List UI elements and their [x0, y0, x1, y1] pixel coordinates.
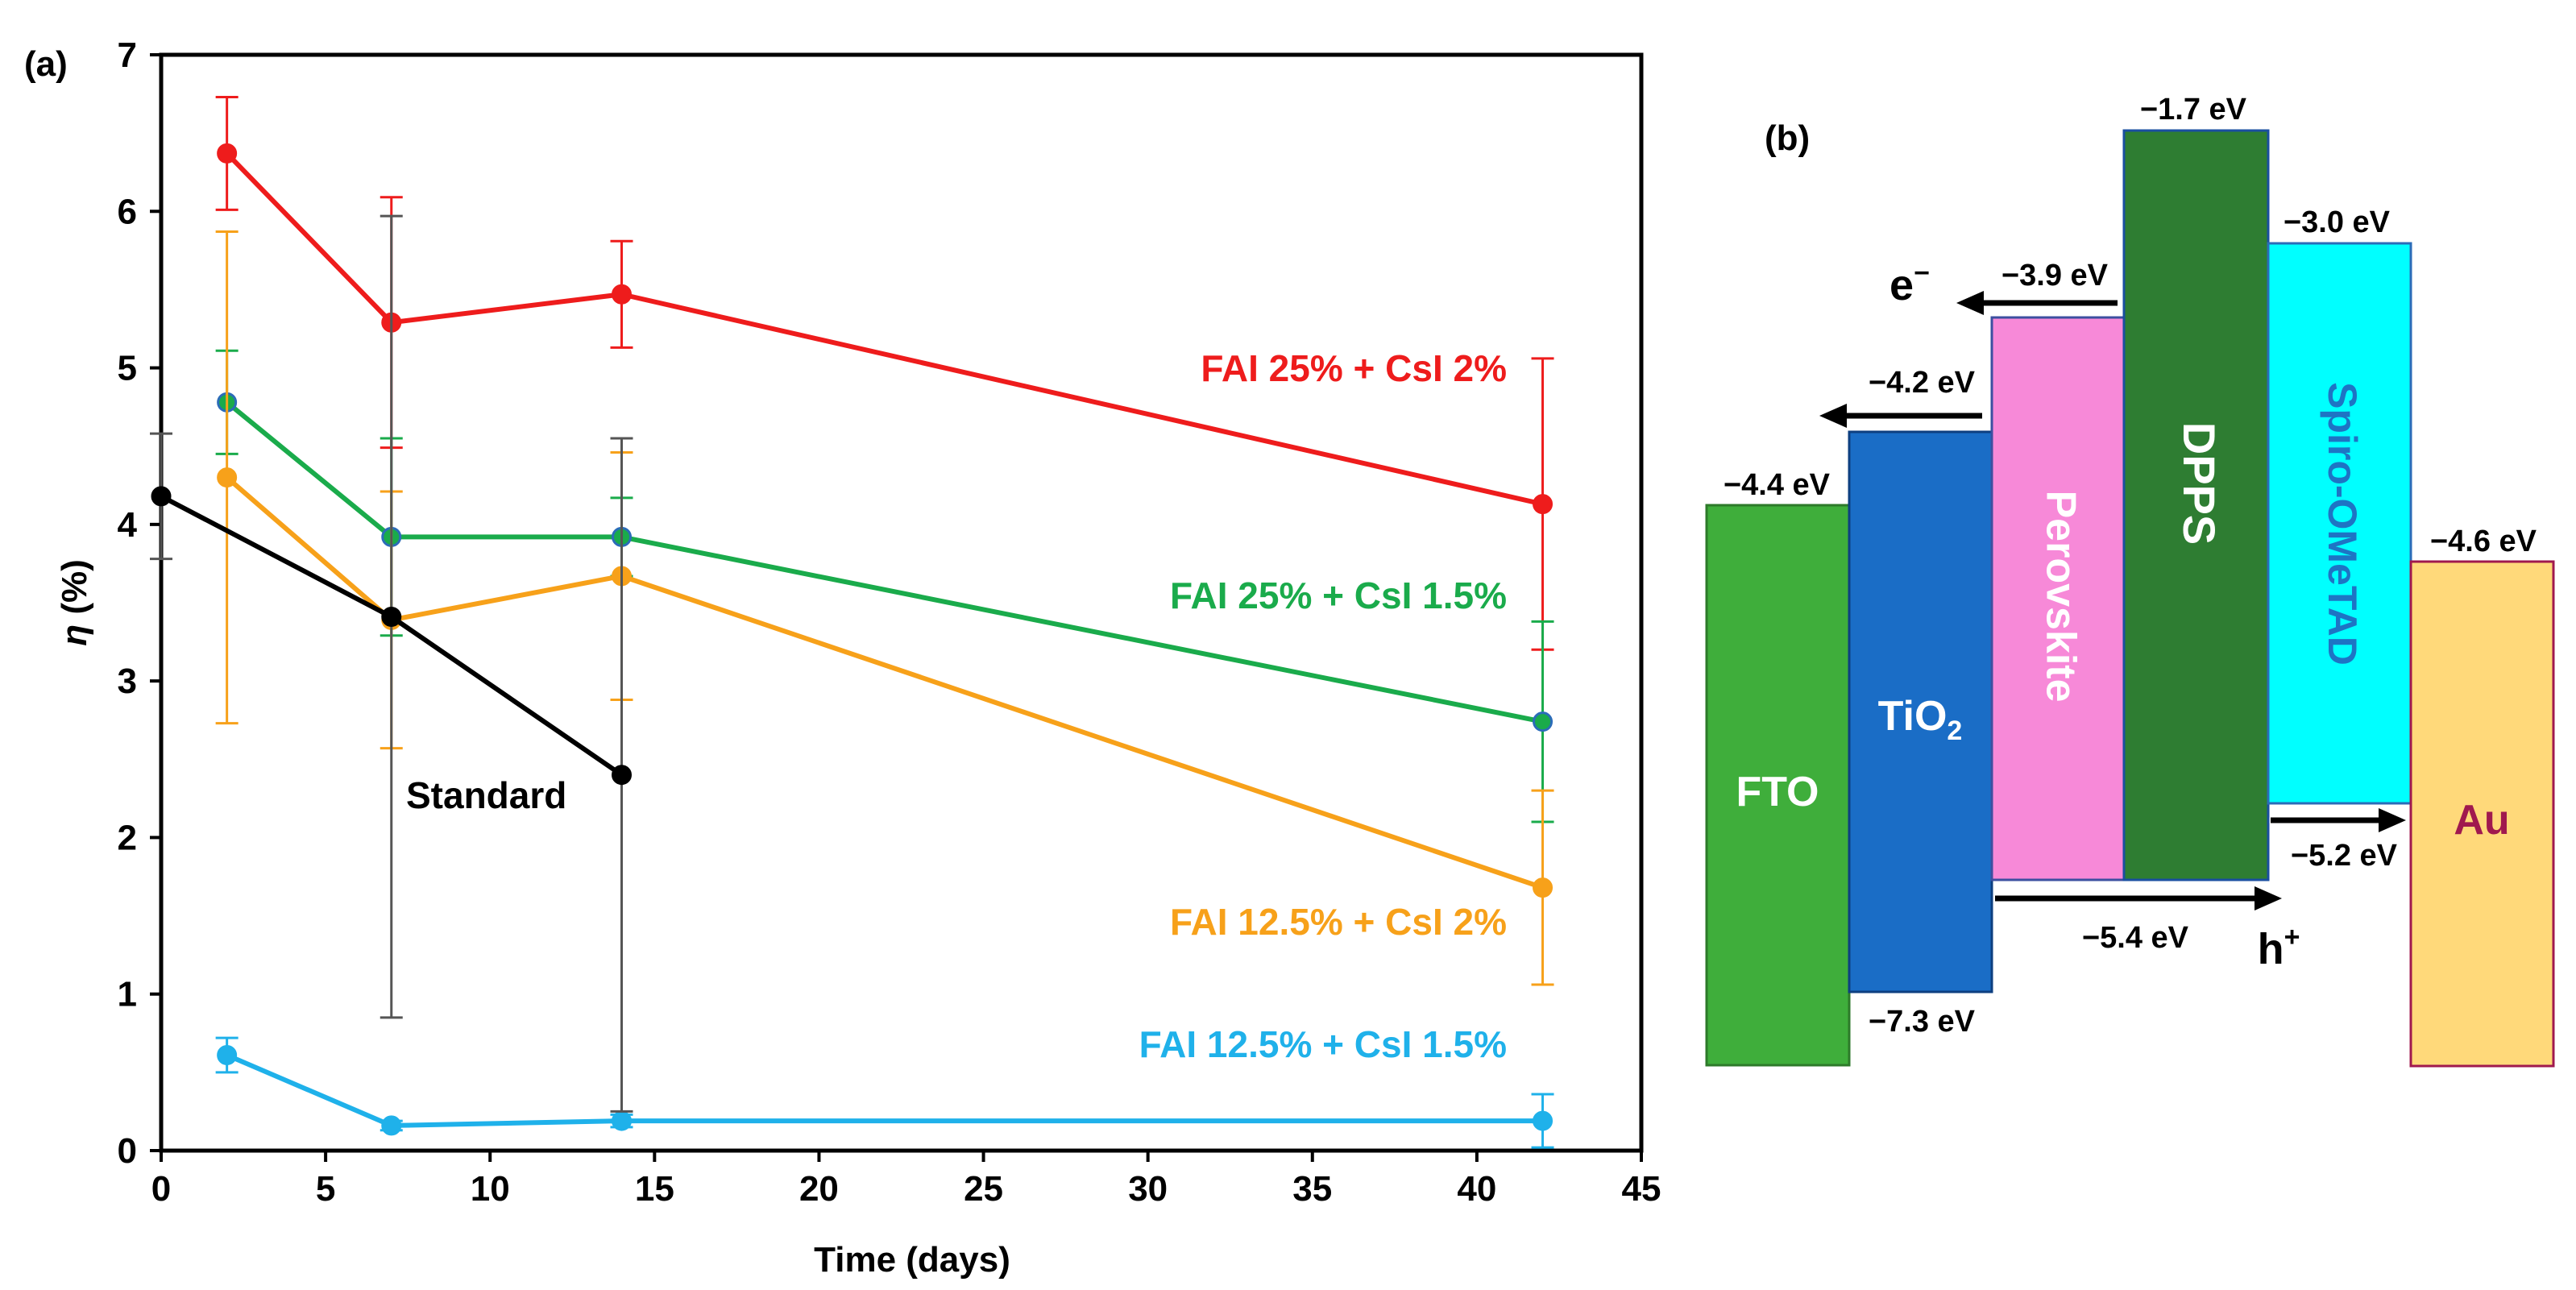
x-tick-label: 45 — [1622, 1169, 1661, 1209]
hole-symbol: h+ — [2258, 922, 2300, 973]
layer-dpps — [2122, 129, 2270, 881]
energy-level-diagram: FTO TiO2 Perovskite DPPS Spiro-OMeTAD Au… — [1705, 93, 2555, 1068]
plot-frame — [159, 52, 1644, 1153]
tio2-main: TiO — [1878, 693, 1948, 740]
electron-arrow-lower — [1819, 404, 1982, 428]
y-tick-label: 4 — [118, 505, 138, 545]
data-point — [151, 486, 172, 507]
data-point — [217, 1044, 238, 1065]
x-tick-label: 35 — [1292, 1169, 1332, 1209]
series-line — [225, 400, 1544, 724]
y-axis-label-unit: (%) — [55, 559, 94, 624]
series-line — [225, 475, 1544, 890]
layer-label-spiro-ometad: Spiro-OMeTAD — [2320, 382, 2365, 666]
energy-label-spiro-bottom: −5.2 eV — [2291, 839, 2398, 873]
layer-spiro-ometad — [2267, 242, 2412, 805]
data-point — [217, 143, 238, 164]
x-tick-label: 40 — [1457, 1169, 1496, 1209]
y-tick-label: 0 — [118, 1131, 137, 1171]
y-axis-label-symbol: η — [55, 624, 94, 646]
y-axis-label: η (%) — [55, 559, 94, 646]
series-label-standard: Standard — [406, 774, 566, 816]
series-4 — [150, 214, 633, 1113]
hole-arrow-lower — [1995, 886, 2282, 910]
y-tick-label: 2 — [118, 818, 137, 857]
panel-a-label: (a) — [24, 44, 68, 84]
hole-arrow-upper — [2271, 808, 2406, 832]
y-tick-label: 1 — [118, 975, 137, 1014]
series-label-fai12-5-csi2: FAI 12.5% + CsI 2% — [1170, 901, 1507, 943]
series-line — [225, 151, 1544, 507]
tio2-subscript: 2 — [1947, 716, 1962, 746]
series-label-fai12-5-csi1-5: FAI 12.5% + CsI 1.5% — [1139, 1023, 1507, 1065]
data-point — [381, 1115, 402, 1136]
data-point — [1533, 877, 1553, 898]
layer-label-dpps: DPPS — [2174, 422, 2225, 545]
data-point — [217, 467, 238, 488]
data-point — [1533, 711, 1553, 732]
x-tick-label: 0 — [151, 1169, 171, 1209]
energy-label-perovskite-top: −3.9 eV — [2001, 259, 2109, 292]
series-label-fai25-csi1-5: FAI 25% + CsI 1.5% — [1170, 574, 1507, 616]
energy-label-tio2-bottom: −7.3 eV — [1869, 1005, 1976, 1039]
y-tick-label: 6 — [118, 192, 137, 231]
x-tick-label: 15 — [635, 1169, 674, 1209]
hole-letter: h — [2258, 925, 2284, 973]
layer-label-tio2: TiO2 — [1878, 693, 1963, 746]
energy-label-perovskite-bottom: −5.4 eV — [2082, 921, 2189, 955]
y-axis-ticks: 0 1 2 3 4 5 6 7 — [118, 35, 161, 1171]
layer-label-au: Au — [2454, 797, 2509, 844]
electron-letter: e — [1889, 261, 1914, 309]
electron-symbol: e− — [1889, 258, 1930, 309]
x-tick-label: 5 — [316, 1169, 335, 1209]
series-label-fai25-csi2: FAI 25% + CsI 2% — [1201, 347, 1507, 389]
y-tick-label: 7 — [118, 35, 137, 75]
energy-label-spiro-top: −3.0 eV — [2284, 205, 2391, 239]
data-point — [612, 765, 633, 786]
data-point — [612, 284, 633, 305]
series-3 — [215, 1036, 1554, 1149]
series-group — [150, 95, 1554, 1149]
x-tick-label: 20 — [799, 1169, 839, 1209]
x-tick-label: 10 — [471, 1169, 510, 1209]
x-axis-ticks: 0 5 10 15 20 25 30 35 40 45 — [151, 1151, 1661, 1209]
energy-label-au-top: −4.6 eV — [2430, 525, 2537, 558]
layer-fto — [1705, 504, 1851, 1067]
data-point — [612, 1110, 633, 1131]
x-tick-label: 30 — [1128, 1169, 1168, 1209]
panel-b-label: (b) — [1765, 118, 1810, 158]
layer-label-perovskite: Perovskite — [2037, 490, 2084, 702]
electron-arrow-upper — [1956, 291, 2118, 315]
electron-superscript: − — [1914, 258, 1930, 288]
data-point — [381, 606, 402, 627]
data-point — [1533, 494, 1553, 515]
energy-label-dpps-top: −1.7 eV — [2140, 93, 2247, 127]
layer-perovskite — [1990, 316, 2126, 881]
energy-label-fto-top: −4.4 eV — [1724, 468, 1831, 502]
x-axis-label: Time (days) — [814, 1240, 1010, 1280]
x-tick-label: 25 — [964, 1169, 1003, 1209]
y-tick-label: 5 — [118, 349, 137, 388]
series-line — [226, 1052, 1543, 1128]
y-tick-label: 3 — [118, 662, 137, 701]
data-point — [1533, 1110, 1553, 1131]
layer-au — [2409, 560, 2555, 1068]
hole-superscript: + — [2284, 922, 2300, 952]
energy-label-tio2-top: −4.2 eV — [1869, 366, 1976, 400]
layer-label-fto: FTO — [1736, 769, 1819, 815]
